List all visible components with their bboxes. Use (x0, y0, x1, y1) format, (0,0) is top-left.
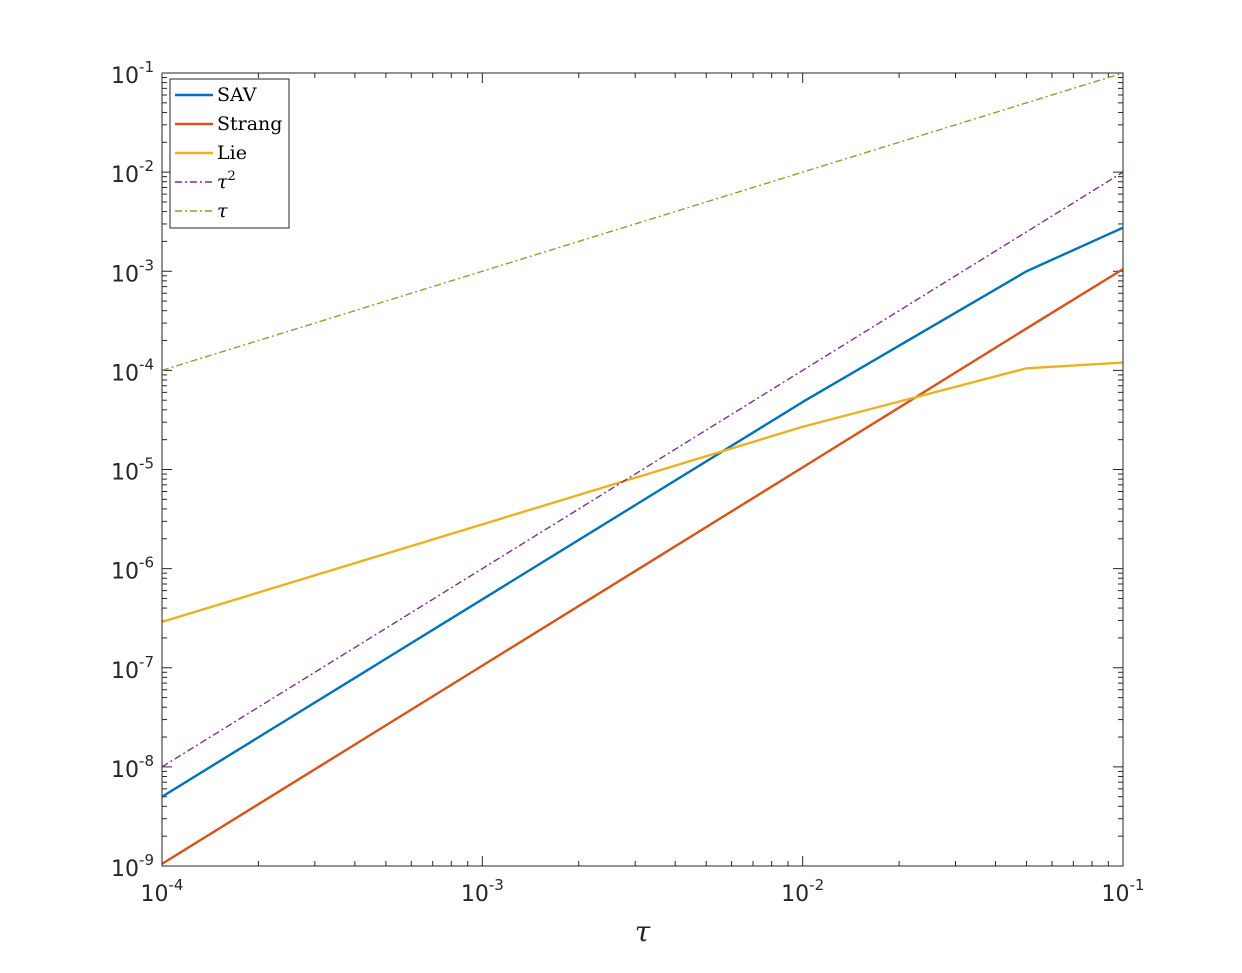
plot-frame (161, 72, 1124, 867)
x-tick-labels: 10-4 10-3 10-2 10-1 (141, 876, 1145, 907)
y-tick-label: 10-2 (111, 157, 154, 188)
minor-ticks (162, 73, 1123, 866)
series-line-0 (161, 226, 1124, 798)
series-line-4 (161, 72, 1124, 372)
x-tick-label: 10-4 (141, 876, 184, 907)
legend: SAV Strang Lie τ2 τ (169, 78, 290, 229)
y-tick-label: 10-3 (111, 256, 154, 287)
y-tick-label: 10-6 (111, 554, 154, 585)
series-line-3 (161, 171, 1124, 768)
y-tick-label: 10-4 (111, 355, 154, 386)
legend-label-1: Strang (217, 113, 282, 135)
series-lines (161, 72, 1124, 865)
x-tick-label: 10-1 (1102, 876, 1145, 907)
y-tick-label: 10-7 (111, 653, 154, 684)
legend-label-2: Lie (217, 142, 247, 164)
legend-label-3: τ2 (217, 169, 236, 193)
y-tick-label: 10-9 (111, 851, 154, 882)
x-tick-label: 10-2 (781, 876, 824, 907)
y-tick-labels: 10-9 10-8 10-7 10-6 10-5 10-4 10-3 10-2 10-1 (111, 58, 154, 882)
y-tick-label: 10-5 (111, 455, 154, 486)
y-tick-label: 10-8 (111, 752, 154, 783)
legend-label-0: SAV (217, 84, 257, 106)
y-tick-label: 10-1 (111, 58, 154, 89)
legend-label-4: τ (217, 200, 228, 222)
x-axis-label: τ (635, 915, 651, 948)
x-tick-label: 10-3 (461, 876, 504, 907)
series-line-2 (161, 361, 1124, 624)
